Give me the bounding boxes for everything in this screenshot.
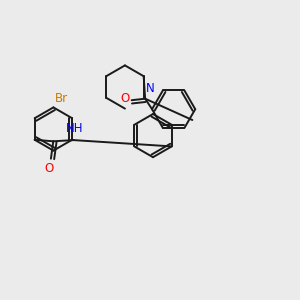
Text: N: N (146, 82, 154, 94)
Text: O: O (120, 92, 129, 105)
Text: NH: NH (66, 122, 83, 135)
Text: Br: Br (55, 92, 68, 105)
Text: O: O (45, 162, 54, 175)
